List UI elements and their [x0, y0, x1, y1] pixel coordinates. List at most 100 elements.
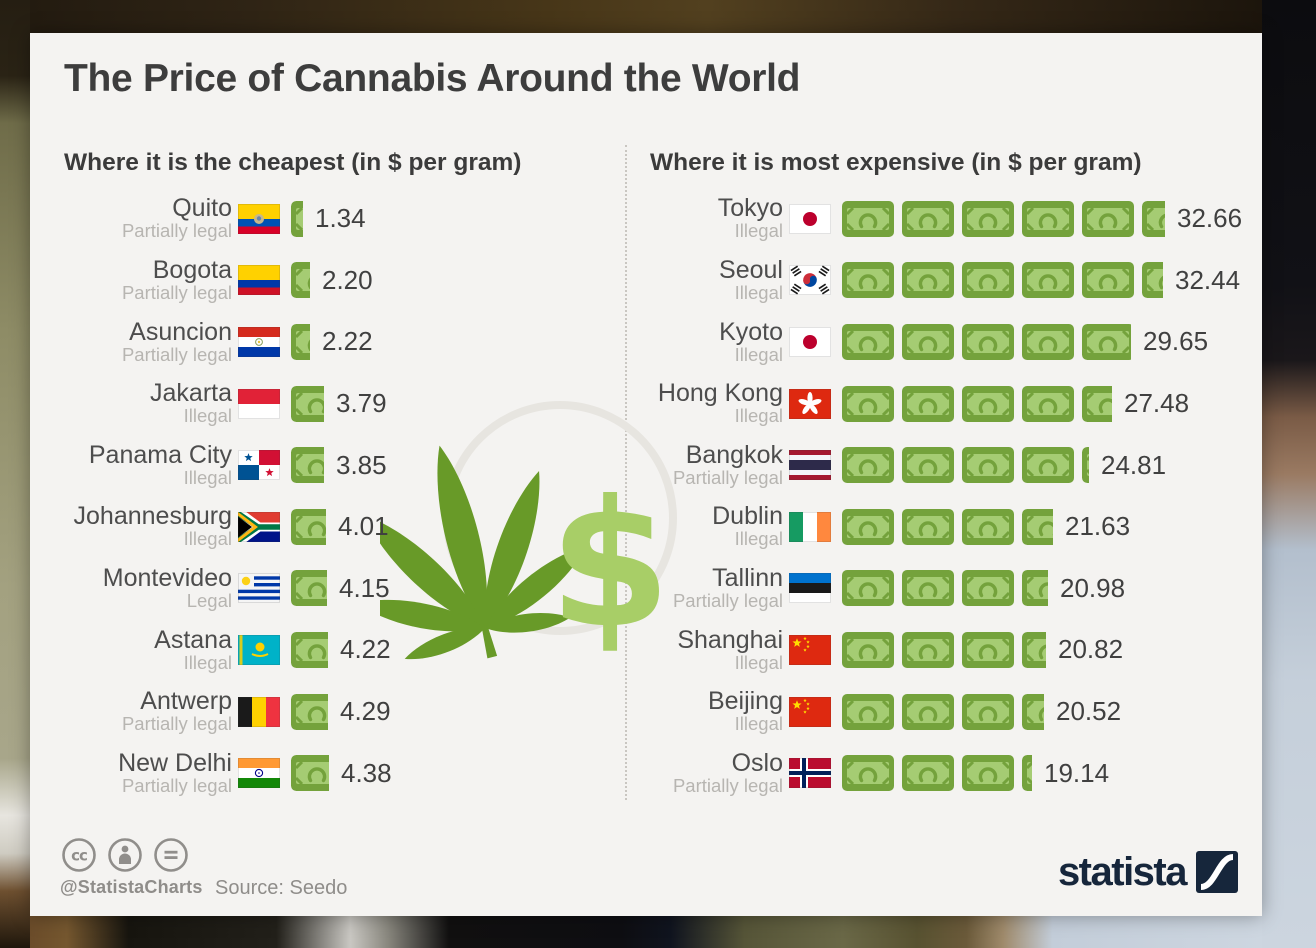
- banknote-bar: [291, 323, 310, 360]
- city-label: Dublin: [712, 502, 783, 531]
- banknote-icon: [962, 693, 1014, 730]
- flag-kazakhstan-icon: [238, 634, 280, 665]
- legal-status-label: Illegal: [734, 220, 783, 242]
- banknote-bar: [291, 447, 324, 484]
- banknote-bar: [291, 200, 303, 237]
- expensive-rows: Tokyo Illegal 32.66 Seoul Illegal 32.44 Kyoto I…: [650, 188, 1256, 804]
- banknote-bar: [291, 385, 324, 422]
- flag-south-korea-icon: [789, 265, 831, 296]
- flag-china-icon: [789, 634, 831, 665]
- banknote-icon: [842, 262, 894, 299]
- banknote-partial-icon: [291, 570, 327, 607]
- flag-ecuador-icon: [238, 203, 280, 234]
- banknote-icon: [1022, 447, 1074, 484]
- price-value: 19.14: [1044, 757, 1110, 788]
- banknote-partial-icon: [291, 262, 310, 299]
- price-value: 20.52: [1056, 696, 1122, 727]
- city-label: Beijing: [707, 687, 783, 716]
- price-row-tallinn: Tallinn Partially legal 20.98: [650, 558, 1256, 620]
- banknote-partial-icon: [291, 385, 324, 422]
- price-value: 32.44: [1175, 264, 1241, 295]
- banknote-bar: [291, 262, 310, 299]
- price-row-asuncion: Asuncion Partially legal 2.22: [64, 311, 624, 373]
- row-labels: Seoul Illegal: [650, 257, 783, 304]
- flag-india-icon: [238, 758, 280, 789]
- price-value: 4.15: [339, 572, 390, 603]
- banknote-icon: [842, 570, 894, 607]
- statista-logo-mark: [1196, 851, 1238, 893]
- banknote-partial-icon: [1082, 323, 1131, 360]
- city-label: Kyoto: [719, 317, 783, 346]
- flag-south-africa-icon: [238, 511, 280, 542]
- banknote-partial-icon: [291, 323, 310, 360]
- city-label: Hong Kong: [657, 379, 783, 408]
- flag-panama-icon: [238, 450, 280, 481]
- price-row-astana: Astana Illegal 4.22: [64, 619, 624, 681]
- row-labels: Shanghai Illegal: [650, 627, 783, 674]
- banknote-partial-icon: [1142, 200, 1165, 237]
- cheapest-section-header: Where it is the cheapest (in $ per gram): [64, 149, 522, 176]
- city-label: Astana: [154, 625, 232, 654]
- price-row-kyoto: Kyoto Illegal 29.65: [650, 311, 1256, 373]
- legal-status-label: Partially legal: [121, 774, 232, 796]
- price-row-panama-city: Panama City Illegal 3.85: [64, 434, 624, 496]
- banknote-icon: [902, 508, 954, 545]
- flag-hong-kong-icon: [789, 388, 831, 419]
- city-label: Quito: [172, 194, 232, 223]
- banknote-icon: [842, 323, 894, 360]
- flag-belgium-icon: [238, 696, 280, 727]
- banknote-bar: [842, 570, 1048, 607]
- flag-estonia-icon: [789, 573, 831, 604]
- banknote-icon: [1022, 323, 1074, 360]
- legal-status-label: Partially legal: [672, 590, 783, 611]
- row-labels: New Delhi Partially legal: [64, 750, 232, 797]
- row-labels: Dublin Illegal: [650, 503, 783, 550]
- banknote-icon: [1082, 262, 1134, 299]
- statista-logo: statista: [1058, 851, 1238, 893]
- banknote-icon: [842, 447, 894, 484]
- banknote-icon: [902, 755, 954, 792]
- banknote-partial-icon: [1022, 508, 1053, 545]
- row-labels: Bogota Partially legal: [64, 257, 232, 304]
- statista-handle: @StatistaCharts: [60, 877, 203, 897]
- banknote-icon: [1022, 385, 1074, 422]
- banknote-partial-icon: [291, 447, 324, 484]
- banknote-partial-icon: [1082, 447, 1089, 484]
- banknote-icon: [902, 447, 954, 484]
- price-row-bogota: Bogota Partially legal 2.20: [64, 250, 624, 312]
- price-row-new-delhi: New Delhi Partially legal 4.38: [64, 742, 624, 804]
- price-row-antwerp: Antwerp Partially legal 4.29: [64, 681, 624, 743]
- row-labels: Oslo Partially legal: [650, 750, 783, 797]
- price-value: 4.01: [338, 511, 389, 542]
- banknote-icon: [962, 200, 1014, 237]
- city-label: Tokyo: [717, 194, 783, 223]
- row-labels: Johannesburg Illegal: [64, 503, 232, 550]
- banknote-icon: [962, 508, 1014, 545]
- row-labels: Asuncion Partially legal: [64, 319, 232, 366]
- banknote-bar: [291, 631, 328, 668]
- price-row-beijing: Beijing Illegal 20.52: [650, 681, 1256, 743]
- price-row-quito: Quito Partially legal 1.34: [64, 188, 624, 250]
- flag-indonesia-icon: [238, 388, 280, 419]
- city-label: Antwerp: [140, 687, 232, 716]
- legal-status-label: Illegal: [734, 651, 783, 673]
- banknote-icon: [962, 385, 1014, 422]
- banknote-bar: [842, 385, 1112, 422]
- row-labels: Hong Kong Illegal: [650, 380, 783, 427]
- price-value: 27.48: [1124, 388, 1190, 419]
- legal-status-label: Partially legal: [121, 713, 232, 735]
- banknote-icon: [962, 447, 1014, 484]
- banknote-partial-icon: [291, 508, 326, 545]
- banknote-icon: [902, 323, 954, 360]
- banknote-icon: [962, 262, 1014, 299]
- price-value: 1.34: [315, 203, 366, 234]
- price-value: 4.38: [341, 757, 392, 788]
- attribution-icon: [108, 838, 142, 872]
- legal-status-label: Illegal: [734, 282, 783, 304]
- price-value: 4.22: [340, 634, 391, 665]
- cc-icon: cc: [62, 838, 96, 872]
- price-row-seoul: Seoul Illegal 32.44: [650, 250, 1256, 312]
- legal-status-label: Illegal: [183, 528, 232, 550]
- statista-logo-text: statista: [1057, 850, 1188, 894]
- price-value: 4.29: [340, 696, 391, 727]
